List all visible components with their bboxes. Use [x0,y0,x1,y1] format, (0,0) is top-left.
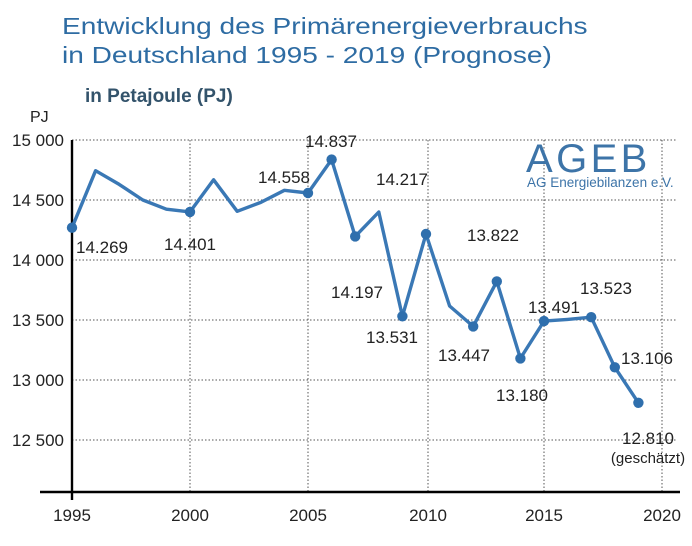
svg-text:13.531: 13.531 [366,328,418,347]
svg-text:12.810: 12.810 [622,429,674,448]
svg-text:13.822: 13.822 [467,226,519,245]
svg-text:13.106: 13.106 [621,349,673,368]
svg-text:(geschätzt): (geschätzt) [611,450,685,467]
svg-text:14.401: 14.401 [164,235,216,254]
svg-text:13.447: 13.447 [438,346,490,365]
svg-text:13.491: 13.491 [528,298,580,317]
svg-text:14.197: 14.197 [331,283,383,302]
svg-text:13 500: 13 500 [12,311,64,330]
svg-text:2010: 2010 [409,506,447,525]
svg-text:2020: 2020 [643,506,681,525]
svg-text:14 000: 14 000 [12,251,64,270]
svg-text:14.269: 14.269 [76,238,128,257]
svg-text:2005: 2005 [289,506,327,525]
svg-text:14.217: 14.217 [376,170,428,189]
svg-text:AG Energiebilanzen e.V.: AG Energiebilanzen e.V. [527,175,674,190]
svg-text:15 000: 15 000 [12,131,64,150]
svg-text:14.837: 14.837 [305,132,357,151]
svg-text:PJ: PJ [30,109,49,126]
svg-text:2000: 2000 [171,506,209,525]
svg-text:14 500: 14 500 [12,191,64,210]
svg-text:13.180: 13.180 [496,386,548,405]
svg-text:2015: 2015 [525,506,563,525]
svg-text:12 500: 12 500 [12,431,64,450]
svg-text:13.523: 13.523 [580,279,632,298]
svg-text:1995: 1995 [53,506,91,525]
svg-text:13 000: 13 000 [12,371,64,390]
svg-text:14.558: 14.558 [258,168,310,187]
